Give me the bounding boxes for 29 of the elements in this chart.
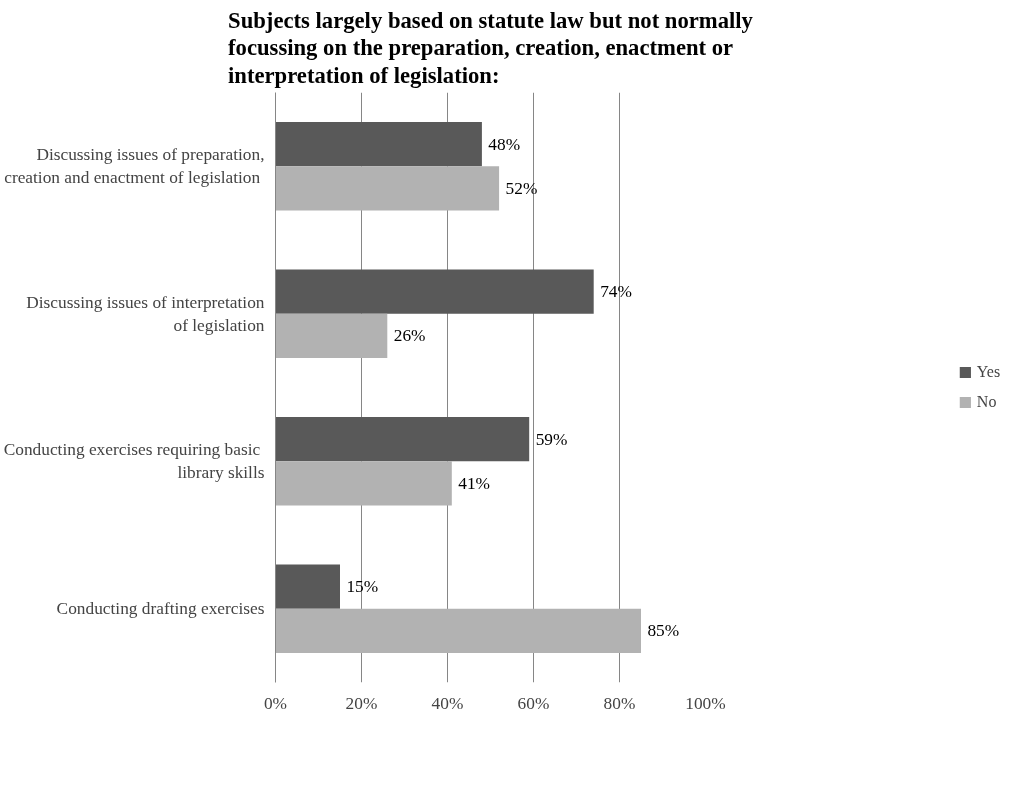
x-tick-label: 0% bbox=[263, 693, 288, 713]
x-tick-label: 80% bbox=[603, 693, 636, 713]
data-label: 26% bbox=[393, 326, 426, 346]
legend-label: Yes bbox=[976, 363, 1001, 381]
legend-label: No bbox=[976, 393, 997, 411]
bar bbox=[275, 564, 340, 609]
bar bbox=[275, 313, 388, 358]
bar bbox=[275, 269, 594, 314]
data-label: 41% bbox=[458, 473, 491, 493]
x-tick-label: 40% bbox=[431, 693, 464, 713]
data-label: 85% bbox=[647, 621, 680, 641]
data-label: 48% bbox=[488, 134, 521, 154]
data-label: 59% bbox=[535, 429, 568, 449]
x-tick-label: 60% bbox=[517, 693, 550, 713]
x-tick-label: 100% bbox=[685, 693, 726, 713]
data-label: 74% bbox=[600, 282, 632, 302]
bar bbox=[275, 122, 482, 167]
x-tick-label: 20% bbox=[345, 693, 378, 713]
bar bbox=[275, 461, 452, 506]
chart-title: Subjects largely based on statute law but not normally focussing on the preparation, creation, enactment or interpretation of legislation: bbox=[228, 7, 754, 88]
bar bbox=[275, 608, 641, 653]
y-tick-label: Discussing issues of interpretation of legislation bbox=[26, 292, 265, 335]
y-tick-label: Conducting drafting exercises bbox=[56, 599, 265, 619]
data-label: 52% bbox=[505, 178, 538, 198]
bar bbox=[275, 166, 500, 211]
data-label: 15% bbox=[346, 577, 379, 597]
bar bbox=[275, 417, 530, 462]
y-tick-label: Conducting exercises requiring basic library skills bbox=[3, 440, 265, 483]
y-tick-label: Discussing issues of preparation, creation and enactment of legislation bbox=[4, 145, 265, 188]
